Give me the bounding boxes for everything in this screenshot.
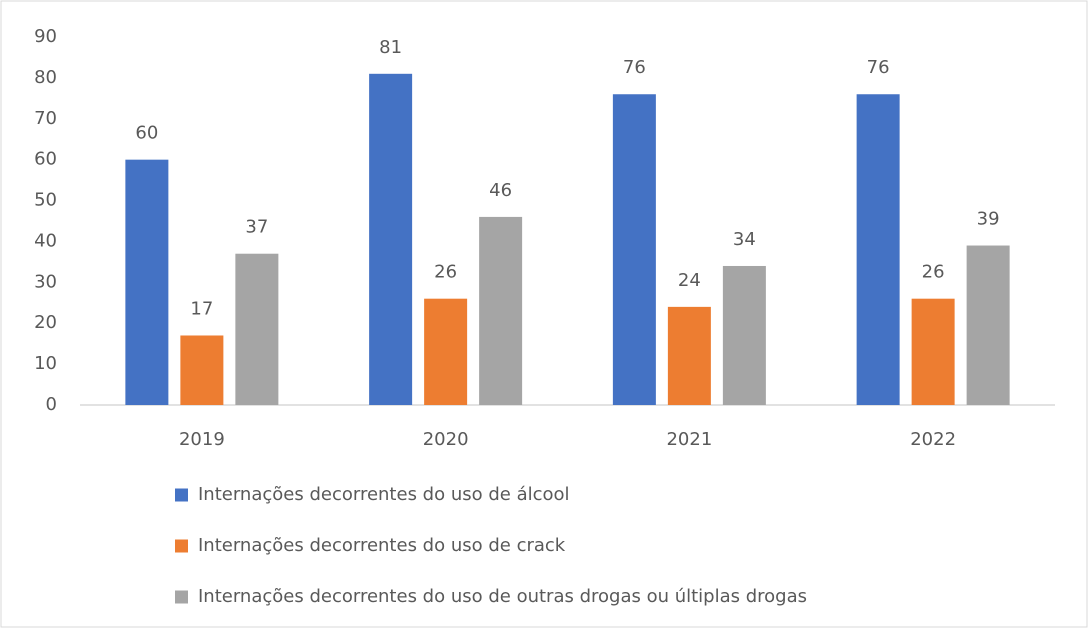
bar — [668, 307, 711, 405]
y-tick-label: 70 — [34, 108, 57, 129]
data-label: 39 — [977, 209, 1000, 230]
data-label: 46 — [489, 180, 512, 201]
data-label: 76 — [623, 57, 646, 78]
y-tick-label: 80 — [34, 67, 57, 88]
data-label: 37 — [245, 217, 268, 238]
y-tick-label: 10 — [34, 353, 57, 374]
bar — [125, 160, 168, 405]
bar — [912, 299, 955, 405]
bar — [180, 335, 223, 405]
chart: 0 10 20 30 40 50 60 70 80 90 2019 60 17 37 2020 81 26 46 2… — [0, 0, 1088, 628]
y-tick-label: 20 — [34, 312, 57, 333]
bar — [723, 266, 766, 405]
x-tick-label: 2022 — [910, 429, 956, 450]
x-tick-label: 2020 — [423, 429, 469, 450]
y-tick-label: 40 — [34, 230, 57, 251]
x-tick-label: 2019 — [179, 429, 225, 450]
data-label: 17 — [190, 298, 213, 319]
data-label: 76 — [867, 57, 890, 78]
bar — [857, 94, 900, 405]
data-label: 24 — [678, 270, 701, 291]
data-label: 81 — [379, 37, 402, 58]
y-tick-label: 30 — [34, 271, 57, 292]
data-label: 60 — [135, 123, 158, 144]
legend-label: Internações decorrentes do uso de álcool — [198, 484, 570, 505]
bar — [613, 94, 656, 405]
y-tick-label: 0 — [46, 394, 57, 415]
legend-label: Internações decorrentes do uso de outras… — [198, 586, 807, 607]
data-label: 26 — [434, 262, 457, 283]
legend-swatch — [175, 591, 188, 604]
y-tick-label: 90 — [34, 26, 57, 47]
x-tick-label: 2021 — [666, 429, 712, 450]
bar — [424, 299, 467, 405]
y-tick-label: 50 — [34, 190, 57, 211]
y-tick-label: 60 — [34, 149, 57, 170]
legend-swatch — [175, 540, 188, 553]
bar — [479, 217, 522, 405]
data-label: 34 — [733, 229, 756, 250]
legend-swatch — [175, 489, 188, 502]
data-label: 26 — [922, 262, 945, 283]
bar — [967, 246, 1010, 405]
bar — [235, 254, 278, 405]
bar — [369, 74, 412, 405]
legend-label: Internações decorrentes do uso de crack — [198, 535, 566, 556]
